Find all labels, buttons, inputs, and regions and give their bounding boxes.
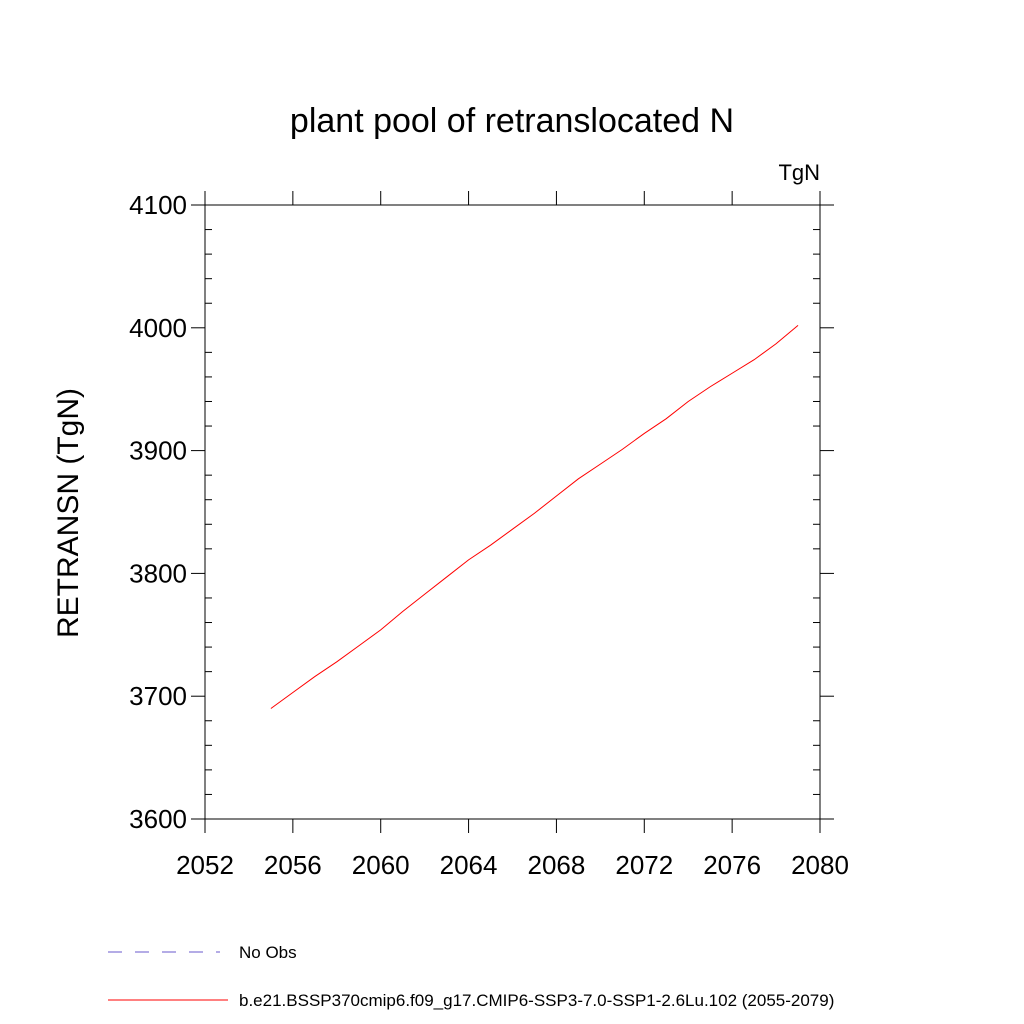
x-tick-label: 2052 [176,850,234,880]
x-tick-label: 2060 [352,850,410,880]
x-tick-label: 2056 [264,850,322,880]
series-line [270,324,799,709]
legend-label: No Obs [239,943,297,962]
y-tick-label: 3800 [129,558,187,588]
y-tick-label: 3900 [129,436,187,466]
y-tick-label: 3700 [129,681,187,711]
x-tick-label: 2072 [615,850,673,880]
y-tick-label: 3600 [129,804,187,834]
y-tick-label: 4100 [129,190,187,220]
y-axis: 3600 3700 3800 3900 4000 4100 [129,190,834,834]
x-tick-label: 2076 [703,850,761,880]
y-tick-label: 4000 [129,313,187,343]
x-tick-label: 2080 [791,850,849,880]
y-axis-label: RETRANSN (TgN) [52,388,85,638]
legend-label: b.e21.BSSP370cmip6.f09_g17.CMIP6-SSP3-7.… [239,991,834,1010]
series-layer [270,324,799,709]
legend: No Obs b.e21.BSSP370cmip6.f09_g17.CMIP6-S… [108,943,834,1010]
plot-frame [204,204,821,820]
x-axis: 2052 2056 2060 2064 2068 2072 2076 2080 [176,191,849,880]
units-label: TgN [778,160,820,185]
chart-title: plant pool of retranslocated N [290,102,734,140]
x-tick-label: 2064 [440,850,498,880]
x-tick-label: 2068 [528,850,586,880]
